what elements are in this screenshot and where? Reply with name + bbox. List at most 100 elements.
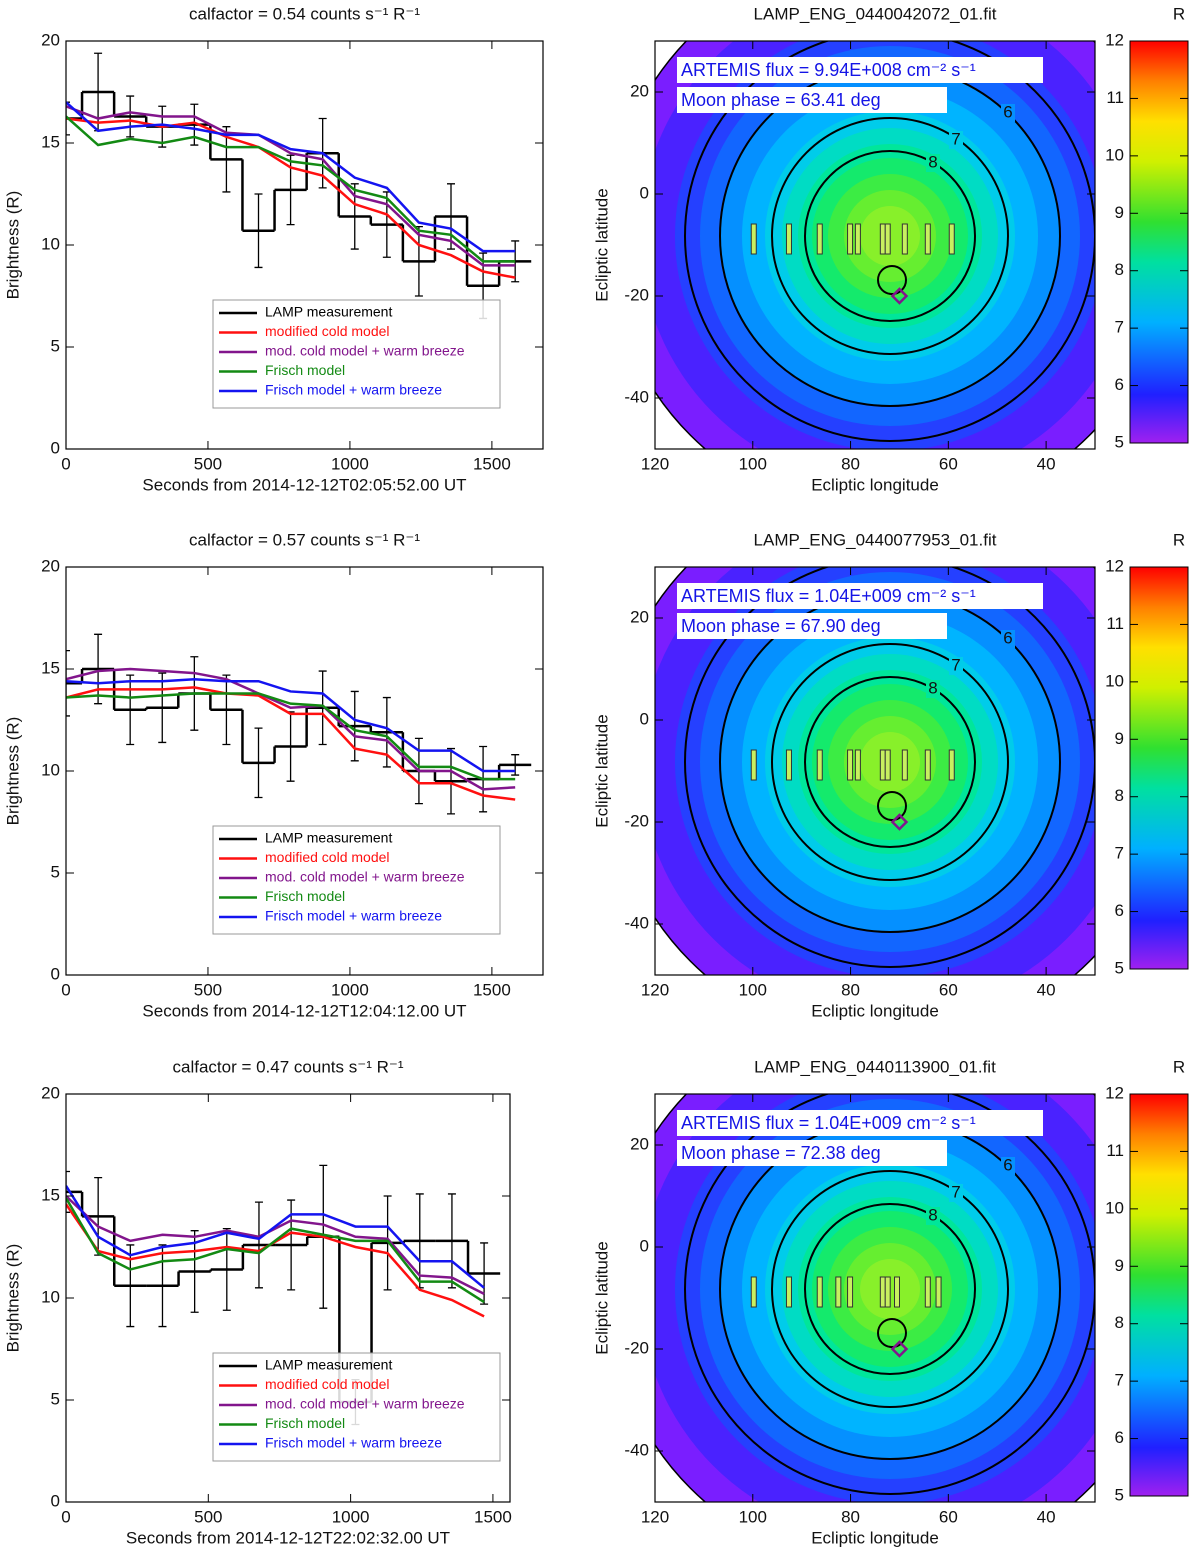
- y-tick-label: 0: [51, 438, 60, 457]
- chart-title: calfactor = 0.47 counts s⁻¹ R⁻¹: [172, 1057, 403, 1076]
- x-tick-label: 100: [739, 980, 767, 999]
- slit: [948, 749, 955, 781]
- colorbar-tick-label: 6: [1115, 1428, 1124, 1447]
- contour-line: [684, 1094, 1095, 1495]
- y-tick-label: 20: [630, 81, 649, 100]
- error-bar: [447, 183, 456, 250]
- contour-line: [684, 567, 1095, 968]
- slit: [835, 1276, 842, 1308]
- annotation: ARTEMIS flux = 1.04E+009 cm⁻² s⁻¹: [681, 1113, 976, 1133]
- slit: [847, 749, 854, 781]
- model-line: [66, 1185, 485, 1289]
- axes-frame: [654, 40, 1096, 450]
- annotation: Moon phase = 63.41 deg: [681, 90, 881, 110]
- x-tick-label: 40: [1037, 454, 1056, 473]
- x-tick-label: 100: [739, 1507, 767, 1526]
- contour-label: 7: [951, 655, 960, 674]
- x-tick-label: 60: [939, 454, 958, 473]
- chart-title: LAMP_ENG_0440077953_01.fit: [754, 530, 997, 549]
- x-tick-label: 1500: [474, 1507, 512, 1526]
- y-tick-label: -20: [624, 285, 649, 304]
- slit: [785, 223, 792, 255]
- x-tick-label: 0: [61, 980, 70, 999]
- colorbar-tick-label: 11: [1106, 88, 1124, 107]
- legend-label: LAMP measurement: [265, 1357, 392, 1373]
- map-area: 6 78 ARTEMIS flux = 1.04E+009 cm⁻² s⁻¹ Moon…: [655, 567, 1095, 975]
- contour-label: 7: [951, 129, 960, 148]
- x-axis-label: Seconds from 2014-12-12T02:05:52.00 UT: [142, 475, 466, 494]
- y-axis-label: Brightness (R): [3, 717, 22, 826]
- y-tick-label: 5: [51, 336, 60, 355]
- colorbar-tick-label: 5: [1115, 1485, 1124, 1504]
- contour-label: 7: [951, 1182, 960, 1201]
- contour-label-bg: [926, 680, 940, 698]
- error-bar: [318, 670, 327, 746]
- colorbar-tick-label: 11: [1106, 614, 1124, 633]
- x-axis-label: Ecliptic longitude: [811, 475, 939, 494]
- slit: [924, 223, 931, 255]
- map-area: 6 78 ARTEMIS flux = 1.04E+009 cm⁻² s⁻¹ Moon…: [655, 1094, 1095, 1502]
- legend-label: mod. cold model + warm breeze: [265, 1396, 465, 1412]
- error-bar: [94, 633, 103, 705]
- contour-line: [804, 676, 976, 848]
- colorbar-label: R: [1173, 1057, 1185, 1076]
- legend-box: [212, 825, 501, 935]
- legend-label: LAMP measurement: [265, 830, 392, 846]
- y-tick-label: 10: [41, 1287, 60, 1306]
- slit: [854, 749, 861, 781]
- contour-line: [877, 791, 907, 821]
- slit: [785, 1276, 792, 1308]
- x-tick-label: 120: [641, 980, 669, 999]
- contour-label: 6: [1003, 628, 1012, 647]
- y-tick-label: -20: [624, 1338, 649, 1357]
- x-tick-label: 80: [841, 1507, 860, 1526]
- error-bar: [190, 103, 199, 146]
- y-tick-label: -40: [624, 1440, 649, 1459]
- axes-frame: [654, 1093, 1096, 1503]
- x-tick-label: 0: [61, 454, 70, 473]
- x-tick-label: 40: [1037, 1507, 1056, 1526]
- y-tick-label: 5: [51, 1389, 60, 1408]
- model-line: [66, 1197, 485, 1304]
- x-tick-label: 120: [641, 1507, 669, 1526]
- error-bar: [158, 672, 167, 744]
- colorbar-label: R: [1173, 530, 1185, 549]
- contour-line: [771, 1170, 1009, 1408]
- model-line: [66, 117, 516, 279]
- error-bar: [66, 649, 70, 717]
- error-bar: [66, 1170, 70, 1213]
- y-tick-label: 15: [41, 658, 60, 677]
- error-bar: [447, 1193, 456, 1289]
- plot-area: [66, 52, 532, 320]
- slit: [901, 749, 908, 781]
- chart-title: LAMP_ENG_0440113900_01.fit: [754, 1057, 996, 1076]
- y-tick-label: 10: [41, 234, 60, 253]
- error-bar: [383, 1195, 392, 1291]
- contour-label-bg: [949, 131, 963, 149]
- slit: [884, 749, 891, 781]
- chart-title: LAMP_ENG_0440042072_01.fit: [754, 4, 997, 23]
- y-tick-label: 20: [630, 1134, 649, 1153]
- contour-line: [804, 1203, 976, 1375]
- contour-label-bg: [926, 154, 940, 172]
- legend-label: modified cold model: [265, 1376, 390, 1392]
- x-tick-label: 80: [841, 980, 860, 999]
- legend-label: LAMP measurement: [265, 304, 392, 320]
- annotation-bg: [677, 87, 947, 113]
- colorbar-tick-label: 12: [1105, 556, 1124, 575]
- colorbar-tick-label: 9: [1115, 1256, 1124, 1275]
- error-bar: [254, 727, 263, 799]
- slit: [894, 1276, 900, 1308]
- colorbar: [1129, 566, 1189, 970]
- y-axis-label: Brightness (R): [3, 1244, 22, 1353]
- model-line: [66, 105, 516, 267]
- slit: [924, 1276, 931, 1308]
- y-tick-label: 0: [640, 183, 649, 202]
- colorbar-tick-label: 7: [1115, 1371, 1124, 1390]
- x-axis-label: Ecliptic longitude: [811, 1001, 939, 1020]
- colorbar-tick-label: 6: [1115, 375, 1124, 394]
- contour-line: [877, 265, 907, 295]
- slit: [884, 223, 891, 255]
- model-line: [66, 692, 516, 781]
- error-bar: [254, 1201, 263, 1289]
